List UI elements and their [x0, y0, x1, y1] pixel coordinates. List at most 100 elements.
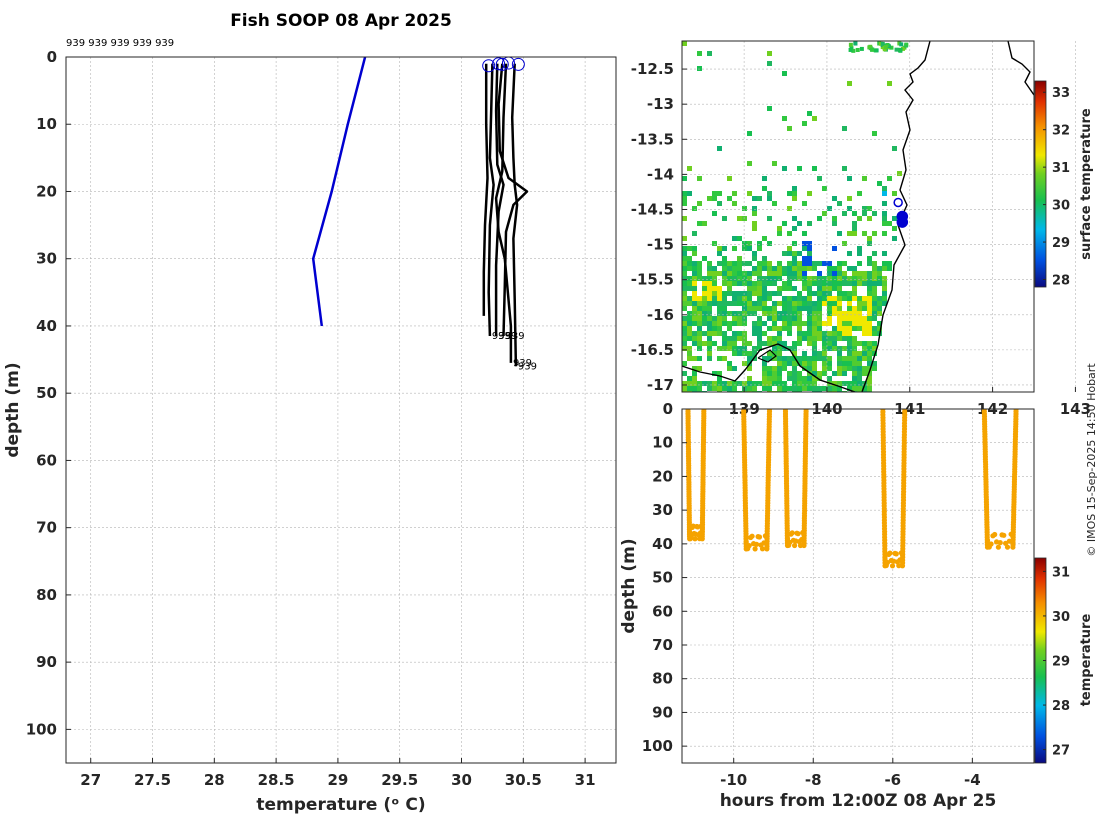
sst-pixel: [762, 266, 767, 271]
sst-pixel: [847, 336, 852, 341]
sst-pixel: [837, 296, 842, 301]
sst-pixel: [872, 301, 877, 306]
sst-pixel: [877, 301, 882, 306]
sst-pixel: [802, 336, 807, 341]
sst-pixel: [872, 311, 877, 316]
depth-time-y-tick-label: 20: [652, 467, 673, 485]
sst-pixel: [712, 191, 717, 196]
sst-pixel: [777, 381, 782, 386]
y-tick-label: 10: [36, 115, 57, 133]
sst-pixel: [827, 346, 832, 351]
sst-pixel: [682, 261, 687, 266]
sst-pixel: [797, 221, 802, 226]
sst-pixel: [712, 371, 717, 376]
sst-pixel: [777, 331, 782, 336]
sst-pixel: [697, 356, 702, 361]
sst-pixel: [702, 341, 707, 346]
sst-pixel: [787, 281, 792, 286]
sst-pixel: [842, 346, 847, 351]
depth-time-y-tick-label: 40: [652, 535, 673, 553]
sst-pixel: [837, 281, 842, 286]
depth-time-point: [759, 546, 766, 552]
sst-pixel: [777, 336, 782, 341]
sst-pixel: [747, 191, 752, 196]
sst-pixel: [817, 291, 822, 296]
sst-pixel: [712, 381, 717, 386]
sst-pixel: [762, 186, 767, 191]
sst-pixel: [707, 286, 712, 291]
sst-pixel: [832, 306, 837, 311]
sst-pixel: [782, 296, 787, 301]
sst-pixel: [882, 261, 887, 266]
sst-pixel: [852, 281, 857, 286]
sst-pixel: [797, 341, 802, 346]
sst-pixel: [692, 266, 697, 271]
sst-pixel: [822, 356, 827, 361]
sst-pixel: [687, 286, 692, 291]
sst-pixel: [827, 291, 832, 296]
sst-pixel: [727, 271, 732, 276]
sst-pixel: [842, 366, 847, 371]
sst-pixel: [892, 236, 897, 241]
profile-y-label: depth (m): [3, 362, 23, 457]
sst-pixel: [762, 371, 767, 376]
sst-pixel: [727, 326, 732, 331]
sst-pixel: [712, 341, 717, 346]
sst-pixel: [837, 351, 842, 356]
sst-pixel: [707, 381, 712, 386]
ship-track-markers: [893, 197, 909, 228]
sst-pixel: [797, 311, 802, 316]
sst-pixel: [707, 341, 712, 346]
chart-title: Fish SOOP 08 Apr 2025: [230, 11, 452, 31]
sst-pixel: [837, 326, 842, 331]
sst-pixel: [882, 186, 887, 191]
sst-colorbar-tick-label: 33: [1052, 86, 1070, 101]
sst-pixel: [702, 286, 707, 291]
sst-pixel: [692, 306, 697, 311]
sst-pixel: [792, 256, 797, 261]
depth-time-point: [893, 551, 899, 557]
sst-pixel: [827, 281, 832, 286]
depth-time-y-ticks: 0 10 20 30 40 50 60 70 80 90 100: [642, 400, 687, 755]
sst-pixel: [692, 296, 697, 301]
sst-pixel: [857, 271, 862, 276]
sst-pixel: [832, 286, 837, 291]
sst-pixel: [717, 321, 722, 326]
sst-pixel: [827, 386, 832, 391]
sst-pixel: [817, 351, 822, 356]
sst-pixel: [762, 291, 767, 296]
sst-pixel: [757, 261, 762, 266]
sst-pixel: [702, 256, 707, 261]
sst-pixel: [717, 146, 722, 151]
depth-time-y-tick-label: 10: [652, 434, 673, 452]
sst-pixel: [872, 296, 877, 301]
sst-pixel: [782, 366, 787, 371]
top-cast-labels: 939 939 939 939 939: [66, 38, 174, 49]
sst-pixel: [777, 316, 782, 321]
sst-pixel: [782, 301, 787, 306]
depth-time-y-tick-label: 30: [652, 501, 673, 519]
sst-pixel: [692, 206, 697, 211]
sst-pixel: [722, 386, 727, 391]
sst-pixel: [889, 45, 894, 50]
sst-pixel: [757, 291, 762, 296]
sst-pixel: [812, 341, 817, 346]
sst-pixel: [852, 276, 857, 281]
sst-pixel: [842, 296, 847, 301]
sst-pixel: [872, 251, 877, 256]
sst-pixel: [717, 356, 722, 361]
sst-pixel: [817, 311, 822, 316]
sst-pixel: [867, 331, 872, 336]
sst-pixel: [867, 361, 872, 366]
sst-pixel: [862, 321, 867, 326]
sst-pixel: [772, 291, 777, 296]
profile-axes-frame: [65, 56, 617, 764]
sst-pixel: [887, 261, 892, 266]
sst-pixel: [867, 206, 872, 211]
sst-pixel: [857, 351, 862, 356]
sst-pixel: [842, 166, 847, 171]
sst-pixel: [762, 376, 767, 381]
sst-pixel: [697, 51, 702, 56]
temperature-colorbar-tick-label: 27: [1052, 744, 1070, 759]
sst-pixel: [722, 276, 727, 281]
